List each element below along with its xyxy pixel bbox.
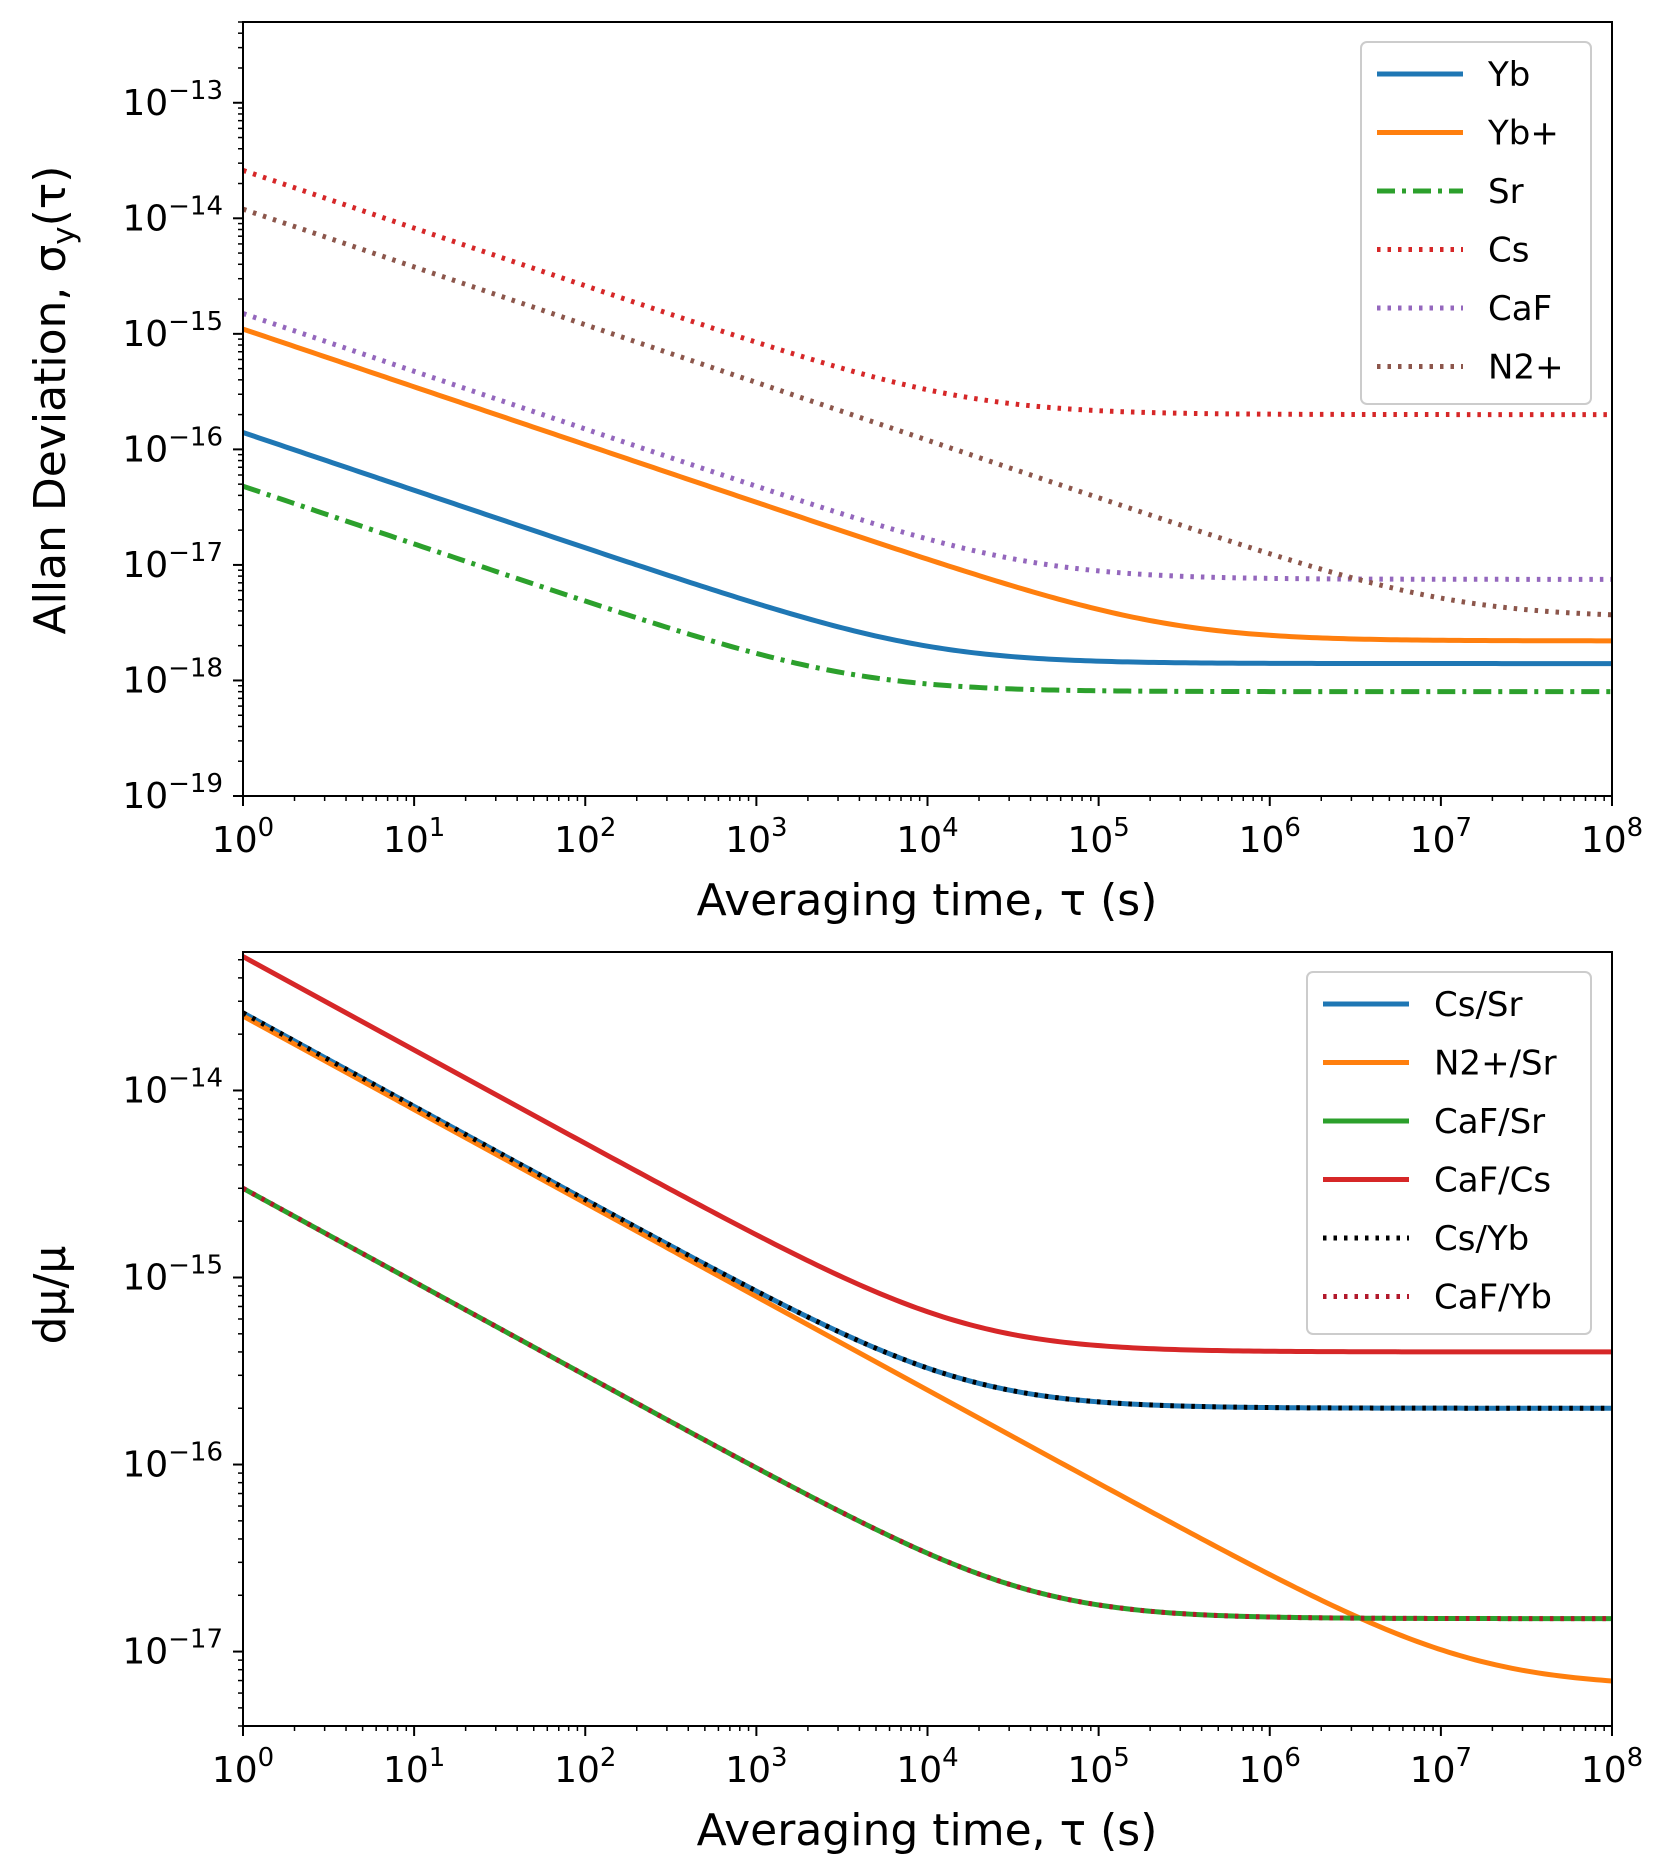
x-tick-label: 105	[1067, 813, 1129, 861]
legend-label: CaF/Cs	[1434, 1161, 1551, 1201]
chart-1-curves	[243, 167, 1612, 695]
x-tick-label: 106	[1239, 813, 1301, 861]
x-tick-label: 108	[1581, 1743, 1643, 1791]
x-tick-label: 103	[725, 1743, 787, 1791]
x-tick-label: 104	[896, 1743, 958, 1791]
y-tick-label: 10−15	[122, 307, 223, 355]
y-tick-label: 10−17	[122, 538, 223, 586]
legend-label: Yb	[1487, 55, 1530, 95]
y-tick-label: 10−13	[122, 76, 223, 124]
chart-1-y-axis-title-sub: y	[46, 226, 82, 244]
chart-1-x-axis-title: Averaging time, τ (s)	[697, 875, 1158, 926]
x-tick-label: 103	[725, 813, 787, 861]
x-tick-label: 106	[1239, 1743, 1301, 1791]
allan-deviation-chart: 100 101 102 103 104 105 106 107 108 10−19 10−18 10−…	[25, 21, 1643, 926]
legend-label: CaF/Yb	[1434, 1278, 1552, 1318]
series-line-caf-cs	[243, 954, 1612, 1355]
x-tick-label: 105	[1067, 1743, 1129, 1791]
legend-label: Cs/Yb	[1434, 1219, 1529, 1259]
x-tick-label: 107	[1410, 1743, 1472, 1791]
y-tick-label: 10−19	[122, 769, 223, 817]
chart-2-axes: 100 101 102 103 104 105 106 107 108 10−17 10−16 10−…	[122, 951, 1643, 1791]
legend-label: N2+	[1488, 348, 1564, 388]
chart-2-y-axis-title: dμ/μ	[25, 1246, 76, 1345]
mu-variation-chart: 100 101 102 103 104 105 106 107 108 10−17 10−16 10−…	[25, 951, 1643, 1856]
y-tick-label: 10−16	[122, 422, 223, 470]
chart-1-axes: 100 101 102 103 104 105 106 107 108 10−19 10−18 10−…	[122, 21, 1643, 861]
series-line-n2-sr	[243, 1013, 1612, 1684]
chart-1-legend: Yb Yb+ Sr Cs CaF N2+	[1360, 41, 1592, 405]
chart-2-x-axis-title: Averaging time, τ (s)	[697, 1805, 1158, 1856]
x-tick-label: 102	[554, 813, 616, 861]
y-tick-label: 10−15	[122, 1251, 223, 1299]
legend-label: Cs/Sr	[1434, 985, 1522, 1025]
series-line-caf-yb	[243, 1186, 1612, 1622]
legend-label: Yb+	[1487, 114, 1559, 154]
legend-label: N2+/Sr	[1434, 1044, 1557, 1084]
legend-label: CaF/Sr	[1434, 1102, 1545, 1142]
chart-1-y-axis-title: Allan Deviation, σy(τ)	[25, 166, 82, 635]
x-tick-label: 108	[1581, 813, 1643, 861]
series-line-yb	[243, 430, 1612, 667]
chart-2-curves	[243, 954, 1612, 1684]
series-line-yb-	[243, 326, 1612, 644]
y-tick-label: 10−14	[122, 191, 223, 239]
y-tick-label: 10−17	[122, 1625, 223, 1673]
y-tick-label: 10−18	[122, 653, 223, 701]
x-tick-label: 104	[896, 813, 958, 861]
chart-2-legend: Cs/Sr N2+/Sr CaF/Sr CaF/Cs Cs/Yb CaF/Yb	[1306, 971, 1592, 1335]
series-line-cs	[243, 167, 1612, 418]
x-tick-label: 101	[383, 1743, 445, 1791]
series-line-cs-sr	[243, 1010, 1612, 1411]
x-tick-label: 107	[1410, 813, 1472, 861]
legend-label: CaF	[1488, 289, 1552, 329]
x-tick-label: 100	[212, 1743, 274, 1791]
x-tick-label: 100	[212, 813, 274, 861]
y-tick-label: 10−14	[122, 1063, 223, 1111]
x-tick-label: 101	[383, 813, 445, 861]
legend-label: Sr	[1488, 172, 1524, 212]
chart-1-y-axis-title-rest: (τ)	[25, 166, 76, 227]
y-tick-label: 10−16	[122, 1438, 223, 1486]
chart-1-y-axis-title-main: Allan Deviation, σ	[25, 245, 76, 635]
x-tick-label: 102	[554, 1743, 616, 1791]
legend-label: Cs	[1488, 231, 1529, 271]
